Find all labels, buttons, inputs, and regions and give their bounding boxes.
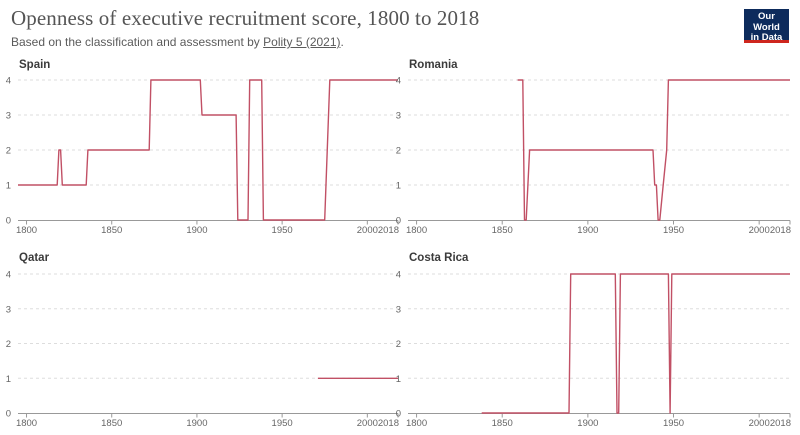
y-tick-label-costa-rica-1: 1 — [396, 374, 401, 385]
logo-line-2: in Data — [750, 32, 783, 43]
y-tick-label-qatar-4: 4 — [6, 270, 11, 281]
x-tick-label-romania-1950: 1950 — [663, 225, 684, 236]
panel-costa-rica: Costa Rica 0 1 2 3 4 1800 1850 1900 1950 2000 2018 — [396, 252, 791, 429]
x-tick-label-qatar-1950: 1950 — [272, 418, 293, 429]
y-tick-label-qatar-2: 2 — [6, 339, 11, 350]
y-tick-label-romania-3: 3 — [396, 111, 401, 122]
x-tick-label-romania-1900: 1900 — [577, 225, 598, 236]
series-line-spain[interactable] — [18, 79, 398, 221]
y-tick-label-spain-0: 0 — [6, 216, 11, 227]
x-tick-label-qatar-1850: 1850 — [101, 418, 122, 429]
panel-title-qatar: Qatar — [19, 252, 50, 264]
y-tick-label-romania-2: 2 — [396, 146, 401, 157]
x-tick-label-qatar-2018: 2018 — [378, 418, 399, 429]
y-tick-label-romania-4: 4 — [396, 76, 401, 87]
x-tick-label-spain-1950: 1950 — [272, 225, 293, 236]
x-tick-label-spain-1900: 1900 — [186, 225, 207, 236]
x-tick-label-spain-1850: 1850 — [101, 225, 122, 236]
x-tick-label-romania-1800: 1800 — [406, 225, 427, 236]
x-tick-label-costa-rica-1950: 1950 — [663, 418, 684, 429]
y-tick-label-qatar-3: 3 — [6, 304, 11, 315]
x-tick-label-costa-rica-1800: 1800 — [406, 418, 427, 429]
panel-title-spain: Spain — [19, 59, 50, 71]
owid-logo[interactable]: Our World in Data — [744, 9, 789, 43]
y-tick-label-spain-4: 4 — [6, 76, 11, 87]
x-tick-label-spain-2000: 2000 — [357, 225, 378, 236]
panel-title-romania: Romania — [409, 59, 458, 71]
x-tick-label-qatar-2000: 2000 — [357, 418, 378, 429]
chart-title: Openness of executive recruitment score,… — [11, 6, 480, 30]
y-tick-label-spain-3: 3 — [6, 111, 11, 122]
logo-line-1: Our World — [753, 11, 780, 33]
x-tick-label-romania-1850: 1850 — [492, 225, 513, 236]
subtitle-prefix: Based on the classification and assessme… — [11, 35, 264, 49]
y-tick-label-spain-2: 2 — [6, 146, 11, 157]
y-tick-label-costa-rica-0: 0 — [396, 409, 401, 420]
y-tick-label-qatar-1: 1 — [6, 374, 11, 385]
panel-title-costa-rica: Costa Rica — [409, 252, 469, 264]
y-tick-label-qatar-0: 0 — [6, 409, 11, 420]
x-tick-label-romania-2018: 2018 — [770, 225, 791, 236]
y-tick-label-spain-1: 1 — [6, 181, 11, 192]
panel-romania: Romania 0 1 2 3 4 1800 1850 1900 1950 2000 2018 — [396, 59, 791, 236]
x-tick-label-spain-2018: 2018 — [378, 225, 399, 236]
x-tick-label-qatar-1800: 1800 — [16, 418, 37, 429]
source-link[interactable]: Polity 5 (2021) — [263, 35, 341, 49]
x-tick-label-costa-rica-2018: 2018 — [770, 418, 791, 429]
y-tick-label-romania-1: 1 — [396, 181, 401, 192]
series-line-romania[interactable] — [517, 79, 790, 221]
x-tick-label-qatar-1900: 1900 — [186, 418, 207, 429]
panel-spain: Spain 0 1 2 3 4 1800 1850 1900 1950 2000 2018 — [6, 59, 399, 236]
x-tick-label-costa-rica-1850: 1850 — [492, 418, 513, 429]
y-tick-label-costa-rica-4: 4 — [396, 270, 401, 281]
panel-qatar: Qatar 0 1 2 3 4 1800 1850 1900 1950 2000 2018 — [6, 252, 399, 429]
y-tick-label-romania-0: 0 — [396, 216, 401, 227]
chart-subtitle: Based on the classification and assessme… — [11, 35, 344, 49]
x-tick-label-costa-rica-1900: 1900 — [577, 418, 598, 429]
y-tick-label-costa-rica-3: 3 — [396, 304, 401, 315]
x-tick-label-spain-1800: 1800 — [16, 225, 37, 236]
x-tick-label-romania-2000: 2000 — [749, 225, 770, 236]
subtitle-suffix: . — [340, 35, 344, 49]
y-tick-label-costa-rica-2: 2 — [396, 339, 401, 350]
series-line-costa-rica[interactable] — [481, 273, 790, 414]
x-tick-label-costa-rica-2000: 2000 — [749, 418, 770, 429]
